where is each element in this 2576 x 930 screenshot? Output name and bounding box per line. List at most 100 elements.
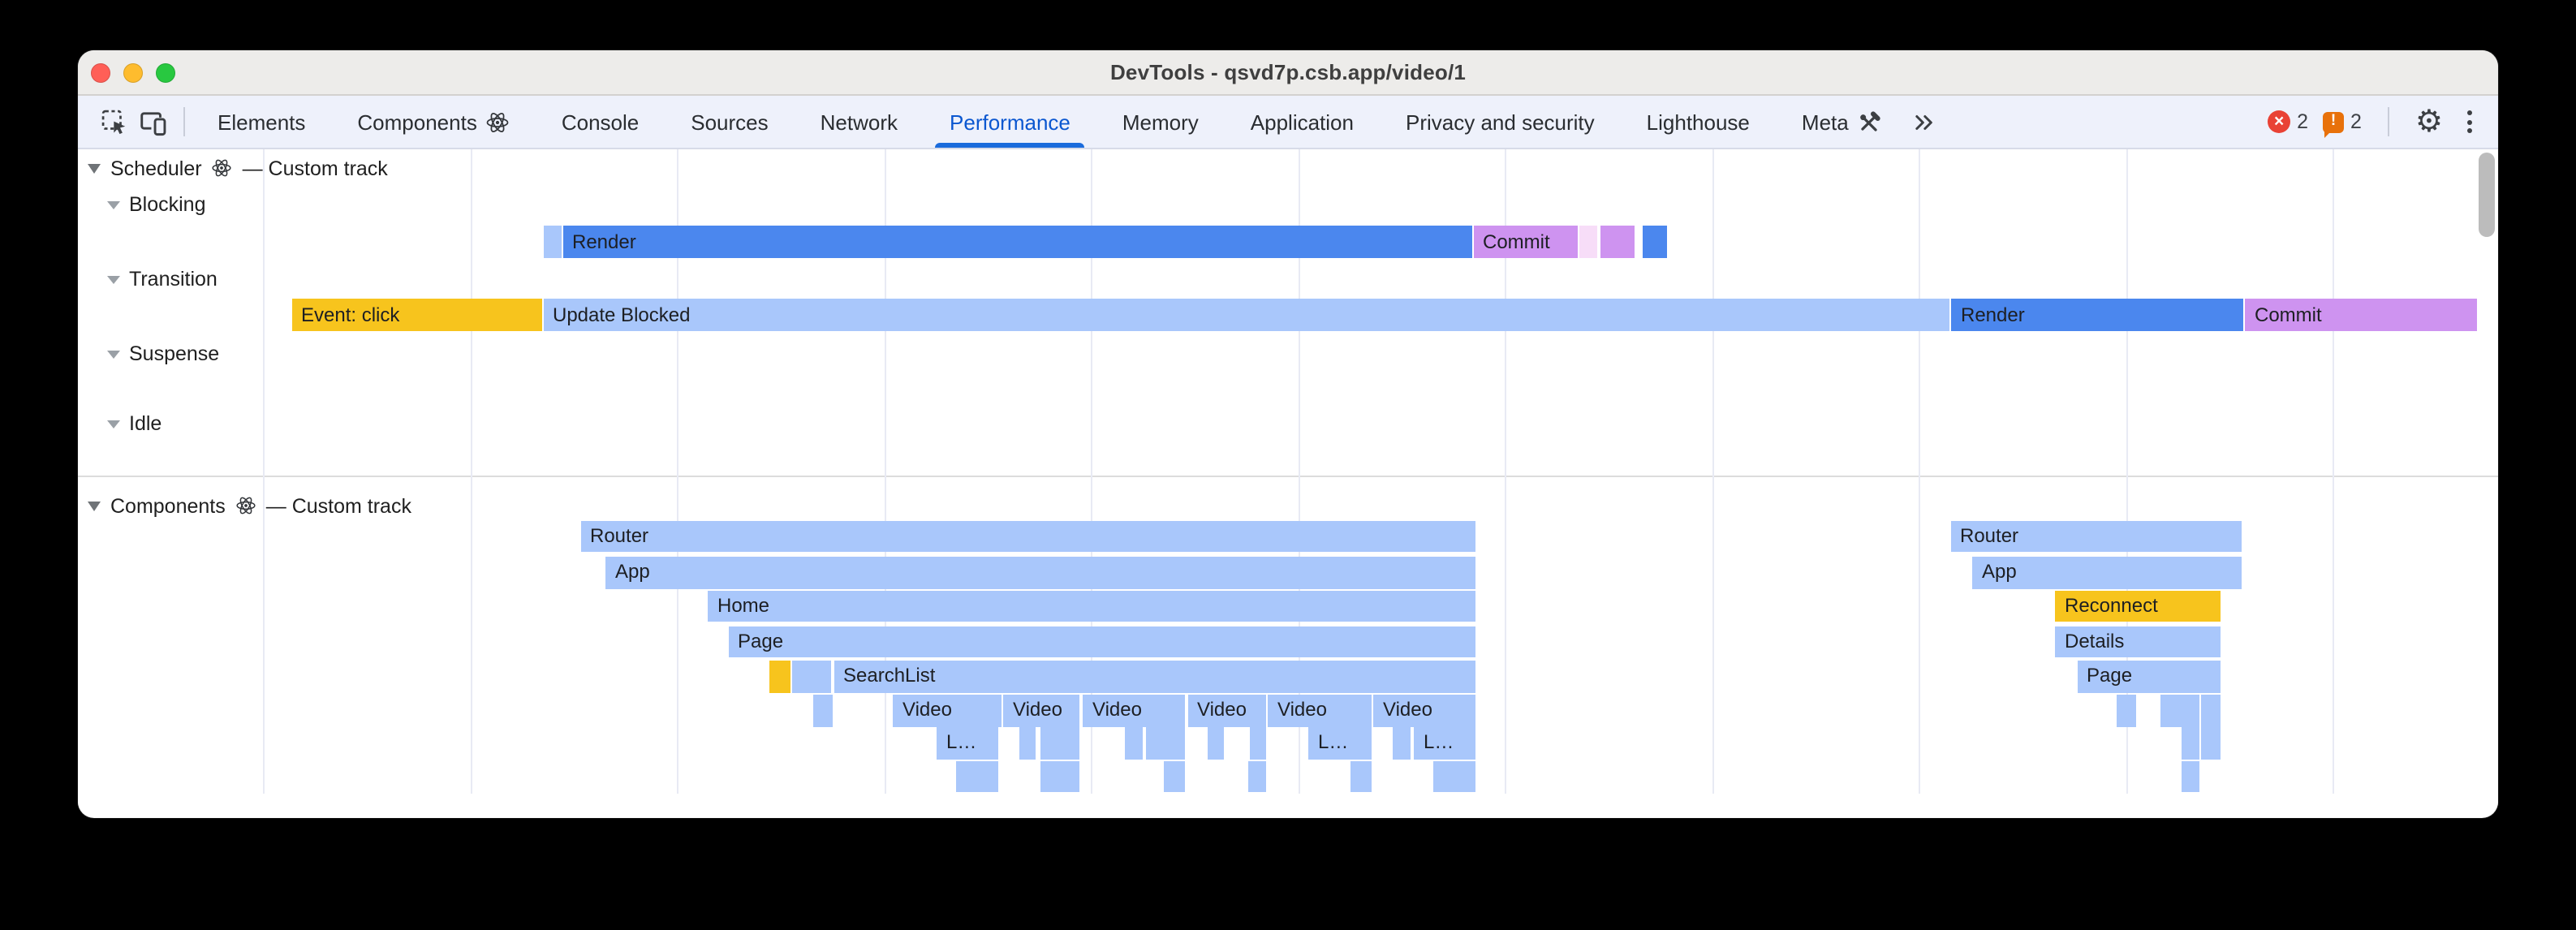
collapse-triangle-icon (106, 201, 119, 209)
lane-label-idle[interactable]: Idle (106, 412, 162, 435)
devtools-toolbar: Elements Components Console Sources Network… (78, 96, 2498, 149)
flame-bar-chip[interactable] (1248, 760, 1266, 792)
flame-bar-chip[interactable] (769, 661, 790, 692)
zoom-window-button[interactable] (156, 62, 175, 82)
flame-bar-render[interactable]: Render (562, 225, 1471, 257)
flame-bar-chip[interactable] (1642, 225, 1667, 257)
flame-bar-router[interactable]: Router (1950, 520, 2242, 552)
flame-bar-l-[interactable]: L… (1414, 727, 1475, 759)
flame-bar-reconnect[interactable]: Reconnect (2055, 590, 2220, 622)
tab-privacy-and-security[interactable]: Privacy and security (1385, 96, 1616, 148)
flame-bar-commit[interactable]: Commit (2245, 298, 2476, 330)
flame-bar-chip[interactable] (1163, 760, 1185, 792)
flame-bar-l-[interactable]: L… (1308, 727, 1372, 759)
flame-bar-chip[interactable] (2200, 727, 2220, 759)
gridline (884, 149, 885, 794)
tab-label: Network (820, 110, 898, 134)
tab-label: Memory (1122, 110, 1199, 134)
flame-bar-chip[interactable] (1124, 727, 1142, 759)
panel-tabs: Elements Components Console Sources Network… (196, 96, 1902, 148)
minimize-window-button[interactable] (123, 62, 143, 82)
inspect-icon[interactable] (94, 102, 133, 141)
flame-bar-video[interactable]: Video (893, 695, 1001, 726)
flame-bar-chip[interactable] (1040, 760, 1079, 792)
flame-bar-commit[interactable]: Commit (1473, 225, 1578, 257)
flame-bar-chip[interactable] (1393, 727, 1411, 759)
track-label-text: Transition (129, 268, 218, 291)
vertical-scrollbar-thumb[interactable] (2479, 153, 2495, 237)
tab-label: Components (357, 110, 477, 134)
flame-bar-router[interactable]: Router (580, 520, 1475, 552)
tab-network[interactable]: Network (799, 96, 919, 148)
flame-bar-chip[interactable] (1145, 727, 1185, 759)
lane-label-blocking[interactable]: Blocking (106, 193, 206, 216)
tab-elements[interactable]: Elements (196, 96, 326, 148)
flame-bar-chip[interactable] (2200, 695, 2220, 726)
flame-bar-chip[interactable] (1600, 225, 1635, 257)
flame-bar-chip[interactable] (1249, 727, 1266, 759)
tab-lighthouse[interactable]: Lighthouse (1626, 96, 1771, 148)
flame-bar-app[interactable]: App (1972, 557, 2242, 588)
flame-bar-chip[interactable] (1019, 727, 1036, 759)
flame-bar-video[interactable]: Video (1373, 695, 1475, 726)
track-label-text: Components (110, 494, 226, 517)
custom-track-suffix: — Custom track (242, 157, 388, 179)
flame-bar-chip[interactable] (2181, 727, 2199, 759)
react-atom-icon (213, 159, 232, 177)
flame-bar-chip[interactable] (2117, 695, 2136, 726)
track-header-components[interactable]: Components — Custom track (88, 494, 411, 517)
flame-bar-chip[interactable] (955, 760, 998, 792)
error-badge[interactable]: × 2 (2268, 110, 2308, 133)
issue-icon: ! (2323, 111, 2344, 137)
tab-sources[interactable]: Sources (670, 96, 789, 148)
flame-bar-chip[interactable] (1350, 760, 1372, 792)
flame-bar-update-blocked[interactable]: Update Blocked (543, 298, 1949, 330)
flame-bar-chip[interactable] (1040, 727, 1079, 759)
flame-bar-render[interactable]: Render (1951, 298, 2242, 330)
gridline (263, 149, 265, 794)
tab-application[interactable]: Application (1230, 96, 1375, 148)
flame-bar-chip[interactable] (2181, 760, 2199, 792)
titlebar: DevTools - qsvd7p.csb.app/video/1 (78, 50, 2498, 96)
flame-bar-app[interactable]: App (605, 557, 1475, 588)
flame-bar-chip[interactable] (543, 225, 562, 257)
lane-label-transition[interactable]: Transition (106, 268, 218, 291)
flame-bar-video[interactable]: Video (1003, 695, 1079, 726)
flame-bar-details[interactable]: Details (2055, 626, 2220, 657)
issues-badge[interactable]: ! 2 (2323, 110, 2362, 137)
collapse-triangle-icon (106, 350, 119, 358)
close-window-button[interactable] (91, 62, 110, 82)
flame-bar-chip[interactable] (792, 661, 830, 692)
flame-bar-searchlist[interactable]: SearchList (834, 661, 1475, 692)
lane-label-suspense[interactable]: Suspense (106, 342, 219, 364)
tab-components[interactable]: Components (336, 96, 530, 148)
flame-bar-chip[interactable] (1207, 727, 1223, 759)
chevron-double-right-icon[interactable] (1906, 102, 1945, 141)
tab-label: Application (1250, 110, 1354, 134)
device-toolbar-icon[interactable] (133, 102, 172, 141)
flame-bar-l-[interactable]: L… (937, 727, 998, 759)
flame-bar-video[interactable]: Video (1083, 695, 1185, 726)
tab-performance[interactable]: Performance (928, 96, 1092, 148)
kebab-menu-icon[interactable] (2458, 105, 2482, 138)
flame-bar-page[interactable]: Page (2077, 661, 2220, 692)
tab-memory[interactable]: Memory (1101, 96, 1220, 148)
tab-console[interactable]: Console (541, 96, 660, 148)
track-header-scheduler[interactable]: Scheduler — Custom track (88, 157, 388, 179)
issue-count: 2 (2350, 110, 2362, 133)
flame-bar-page[interactable]: Page (728, 626, 1475, 657)
gridline (677, 149, 678, 794)
gridline (2126, 149, 2127, 794)
flame-bar-video[interactable]: Video (1187, 695, 1266, 726)
flame-bar-home[interactable]: Home (708, 590, 1475, 622)
tab-meta[interactable]: Meta (1781, 96, 1902, 148)
collapse-triangle-icon (88, 502, 101, 511)
flame-bar-chip[interactable] (1579, 225, 1597, 257)
flame-bar-event-click[interactable]: Event: click (291, 298, 542, 330)
flame-bar-chip[interactable] (812, 695, 832, 726)
flame-bar-chip[interactable] (2160, 695, 2199, 726)
gridline (1091, 149, 1092, 794)
gear-icon[interactable]: ⚙ (2414, 105, 2443, 139)
flame-bar-chip[interactable] (1433, 760, 1475, 792)
flame-bar-video[interactable]: Video (1268, 695, 1372, 726)
